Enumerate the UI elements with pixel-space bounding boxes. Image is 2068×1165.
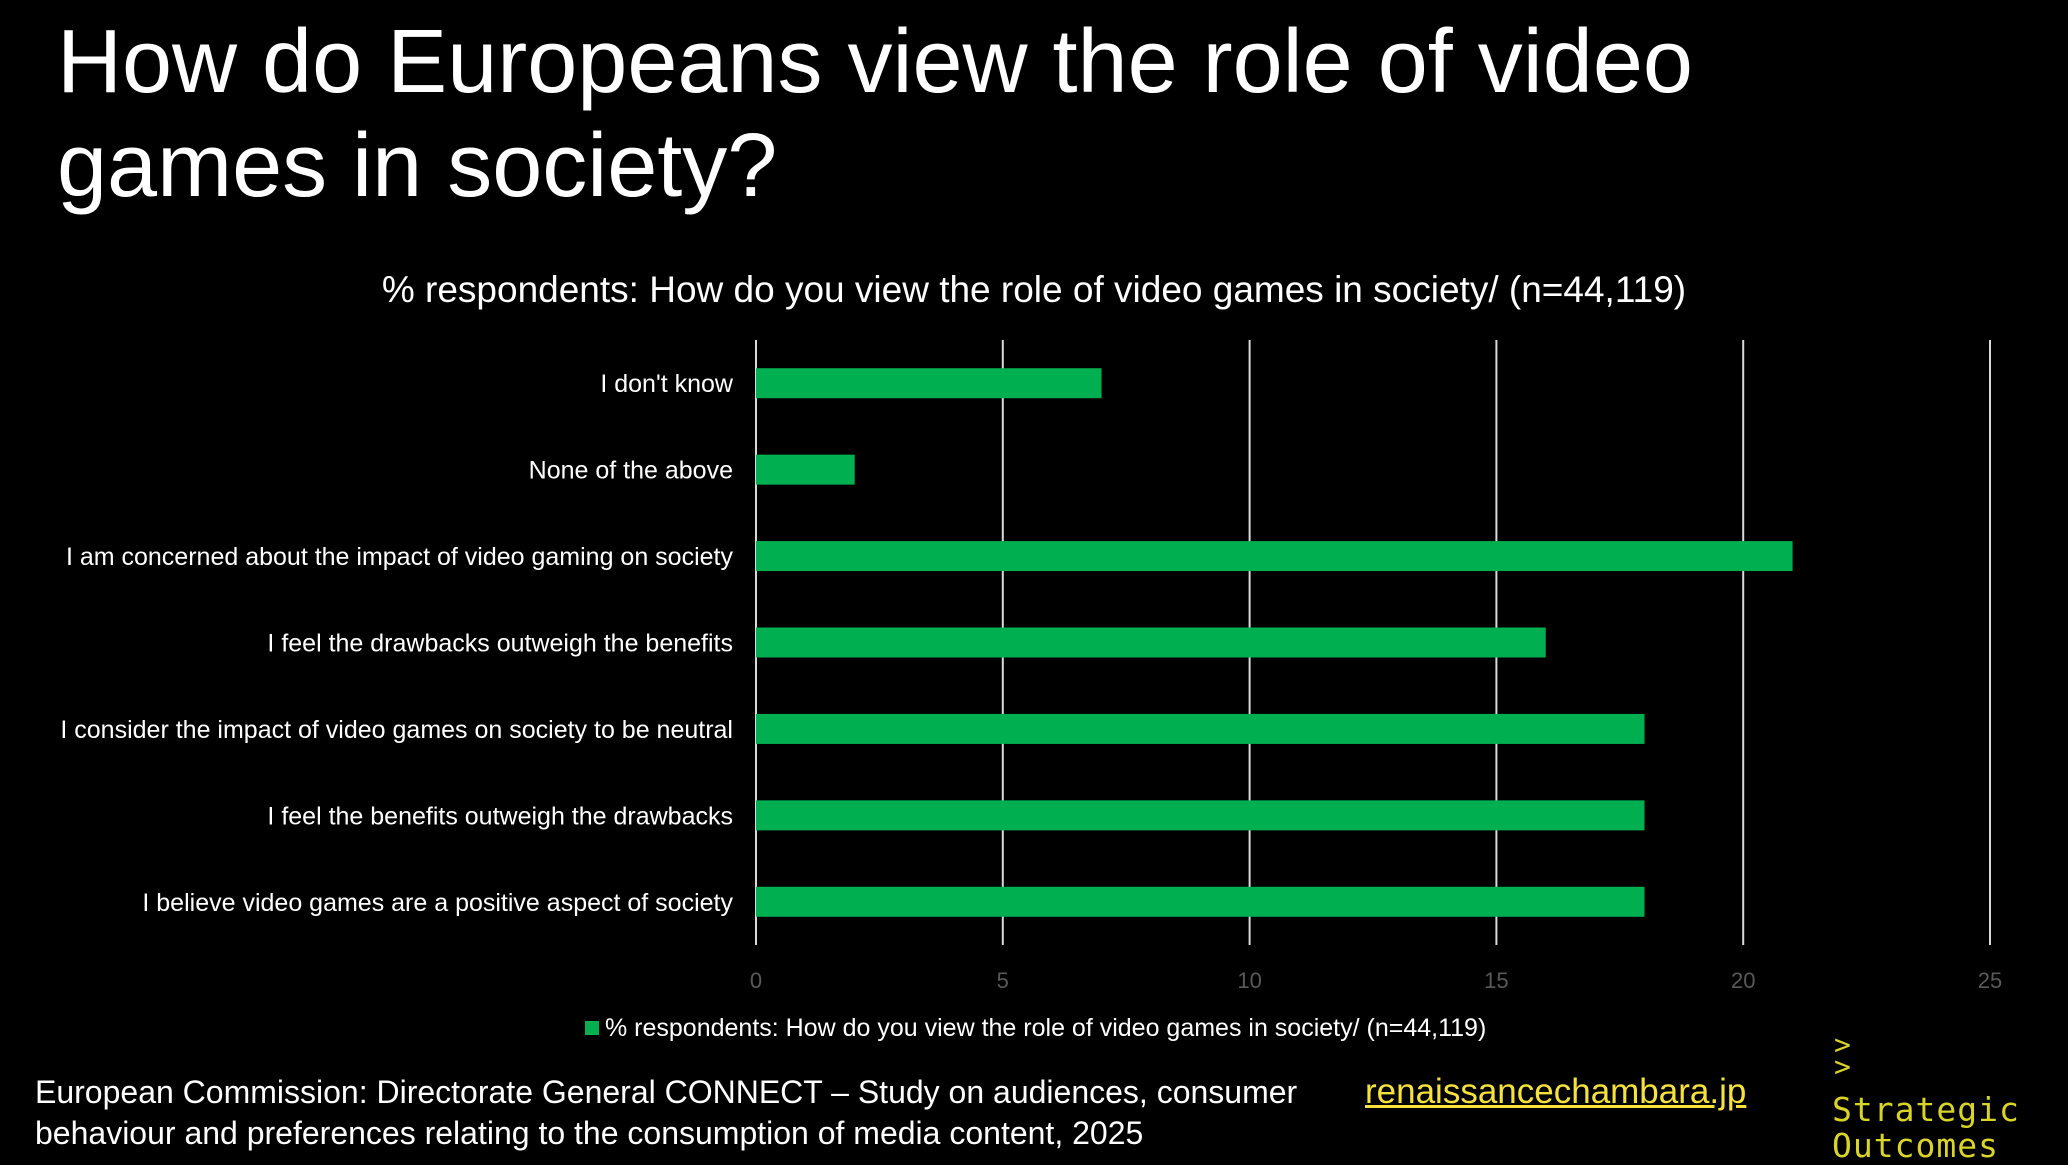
category-label: None of the above — [529, 457, 733, 485]
slide-title: How do Europeans view the role of video … — [57, 12, 1693, 216]
x-tick-label: 20 — [1731, 968, 1755, 993]
bars — [756, 368, 1793, 917]
x-tick-label: 15 — [1484, 968, 1508, 993]
bar — [756, 541, 1793, 572]
legend-swatch — [585, 1021, 599, 1035]
legend-label: % respondents: How do you view the role … — [605, 1014, 1486, 1042]
x-tick-label: 10 — [1237, 968, 1261, 993]
category-labels: I don't know None of the above I am concer… — [60, 370, 734, 917]
bar — [756, 713, 1645, 744]
x-tick-labels: 0 5 10 15 20 25 — [750, 968, 2002, 993]
chart-title: % respondents: How do you view the role … — [382, 269, 1686, 310]
x-tick-label: 0 — [750, 968, 762, 993]
bar — [756, 454, 855, 485]
source-link[interactable]: renaissancechambara.jp — [1365, 1072, 1747, 1111]
bar — [756, 368, 1102, 399]
chevron-right-icon: > > — [1834, 1028, 1851, 1083]
bar — [756, 627, 1546, 658]
bar — [756, 800, 1645, 831]
logo-line-2: Outcomes — [1832, 1126, 1999, 1165]
category-label: I consider the impact of video games on … — [60, 716, 733, 744]
category-label: I am concerned about the impact of video… — [66, 543, 734, 571]
bar — [756, 886, 1645, 917]
category-label: I don't know — [600, 370, 734, 398]
x-tick-label: 5 — [997, 968, 1009, 993]
x-tick-label: 25 — [1978, 968, 2002, 993]
logo-line-1: Strategic — [1832, 1090, 2020, 1129]
source-citation: European Commission: Directorate General… — [35, 1074, 1298, 1151]
category-label: I feel the benefits outweigh the drawbac… — [267, 802, 733, 830]
legend: % respondents: How do you view the role … — [585, 1014, 1486, 1042]
category-label: I feel the drawbacks outweigh the benefi… — [267, 630, 733, 658]
strategic-outcomes-logo: > > Strategic Outcomes — [1832, 1028, 2068, 1165]
category-label: I believe video games are a positive asp… — [142, 889, 733, 917]
